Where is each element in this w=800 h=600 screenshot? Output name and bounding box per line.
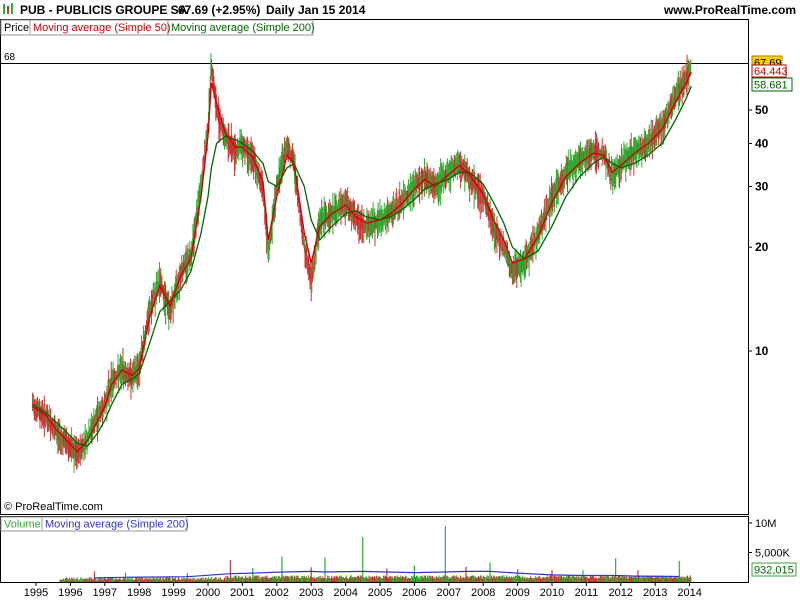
- x-tick-label: 2003: [299, 587, 323, 599]
- volume-y-axis: 10M 5,000K: [748, 518, 791, 560]
- y-tick-label: 10: [755, 344, 769, 358]
- x-axis: 1995 1996 1997 1998 1999 2000 2001 2002 2003 2004…: [24, 582, 702, 599]
- x-tick-label: 2005: [368, 587, 392, 599]
- x-tick-label: 2002: [265, 587, 289, 599]
- legend-price: Price: [4, 22, 29, 34]
- ma200-line: [32, 85, 692, 447]
- x-tick-label: 2008: [471, 587, 495, 599]
- legend-volume: Volume: [4, 519, 41, 531]
- ma50-tag: [751, 64, 787, 78]
- y-tick-label: 40: [755, 136, 769, 150]
- volume-panel-frame: [0, 516, 749, 583]
- level-line-label: 68: [4, 52, 16, 63]
- volume-legend: Volume Moving average (Simple 200): [0, 516, 189, 532]
- ma50-tag-text: 64.443: [754, 66, 788, 78]
- ticker-title: PUB - PUBLICIS GROUPE SA: [20, 3, 188, 17]
- x-tick-label: 2010: [540, 587, 564, 599]
- x-tick-label: 2014: [677, 587, 701, 599]
- legend-ma50: Moving average (Simple 50): [33, 22, 171, 34]
- volume-bars: [59, 525, 692, 582]
- last-price: 67.69 (+2.95%): [178, 3, 260, 17]
- copyright: © ProRealTime.com: [4, 501, 103, 513]
- period-label: Daily: [266, 3, 295, 17]
- chart-header: PUB - PUBLICIS GROUPE SA 67.69 (+2.95%) …: [3, 3, 796, 17]
- x-tick-label: 2006: [402, 587, 426, 599]
- legend-ma200: Moving average (Simple 200): [171, 22, 315, 34]
- last-value-tags: 67.69 64.443 58.681: [751, 55, 793, 92]
- ma50-line: [32, 71, 692, 453]
- volume-last-tag: [751, 562, 797, 577]
- volume-ma-line: [94, 570, 680, 579]
- y-tick-label: 30: [755, 179, 769, 193]
- volume-tick-label: 10M: [755, 518, 776, 530]
- price-y-axis: 50 40 30 20 10: [748, 103, 769, 358]
- legend-volume-ma: Moving average (Simple 200): [45, 519, 189, 531]
- site-label: www.ProRealTime.com: [663, 3, 796, 17]
- y-tick-label: 20: [755, 240, 769, 254]
- x-tick-label: 2011: [575, 587, 599, 599]
- volume-tick-label: 5,000K: [755, 548, 791, 560]
- y-tick-label: 50: [755, 103, 769, 117]
- x-tick-label: 1998: [127, 587, 151, 599]
- ma200-tag: [751, 77, 793, 92]
- x-tick-label: 1999: [161, 587, 185, 599]
- x-tick-label: 2012: [609, 587, 633, 599]
- x-tick-label: 2001: [230, 587, 254, 599]
- x-tick-label: 1996: [58, 587, 82, 599]
- candle-icon: [3, 3, 13, 14]
- date-label: Jan 15 2014: [298, 3, 366, 17]
- volume-last-tag-text: 932,015: [754, 565, 794, 577]
- x-tick-label: 2009: [505, 587, 529, 599]
- x-tick-label: 1995: [24, 587, 48, 599]
- x-tick-label: 1997: [93, 587, 117, 599]
- price-bars: [32, 53, 692, 474]
- price-legend: Price Moving average (Simple 50) Moving …: [0, 19, 315, 36]
- price-panel-frame: [0, 19, 749, 515]
- x-tick-label: 2013: [643, 587, 667, 599]
- x-tick-label: 2007: [437, 587, 461, 599]
- x-tick-label: 2004: [333, 587, 357, 599]
- x-tick-label: 2000: [196, 587, 220, 599]
- ma200-tag-text: 58.681: [754, 80, 788, 92]
